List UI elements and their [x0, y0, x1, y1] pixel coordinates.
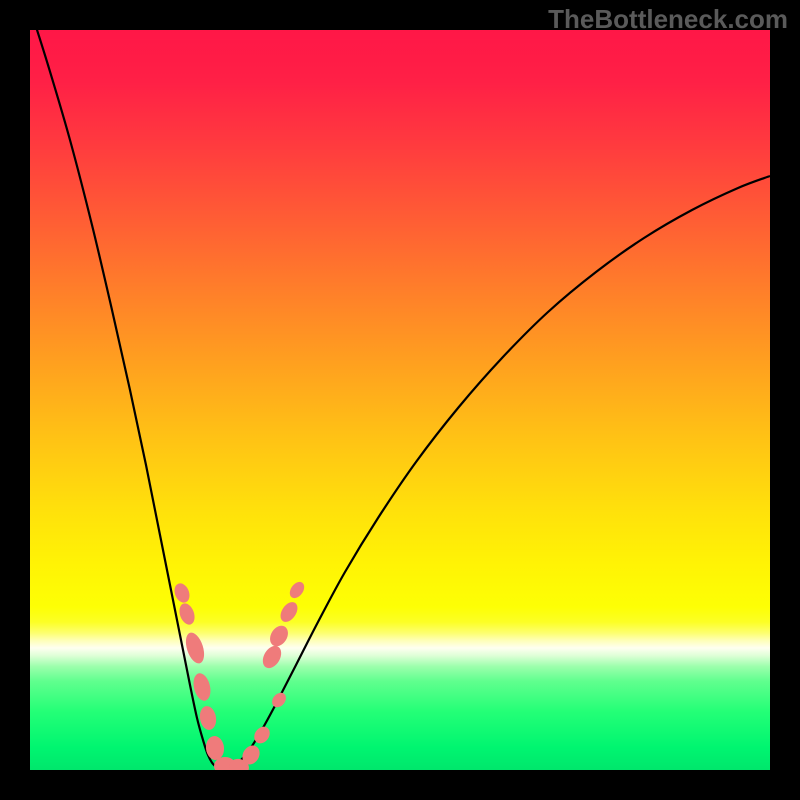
- bottleneck-curve: [30, 8, 770, 769]
- data-marker: [287, 579, 307, 601]
- data-marker: [266, 622, 291, 649]
- data-marker: [269, 690, 288, 710]
- data-marker: [177, 601, 198, 626]
- data-marker: [191, 671, 213, 702]
- data-marker: [259, 643, 285, 672]
- watermark-text: TheBottleneck.com: [548, 4, 788, 35]
- curve-layer: [0, 0, 800, 800]
- data-marker: [277, 599, 301, 625]
- data-marker: [182, 630, 207, 665]
- data-marker: [172, 581, 192, 605]
- data-marker: [198, 705, 218, 731]
- chart-root: TheBottleneck.com: [0, 0, 800, 800]
